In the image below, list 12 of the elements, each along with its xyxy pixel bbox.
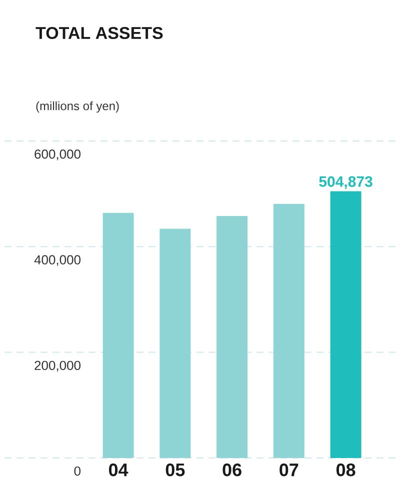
x-tick-label: 04 — [108, 464, 128, 476]
x-tick-label: 08 — [336, 464, 356, 476]
y-tick-label: 200,000 — [34, 360, 81, 372]
x-tick-label: 07 — [280, 464, 298, 476]
y-tick-label: 600,000 — [34, 150, 81, 160]
y-axis-title: (millions of yen) — [36, 101, 119, 113]
chart-title: TOTAL ASSETS — [36, 26, 163, 40]
y-tick-label: 0 — [74, 466, 81, 476]
y-tick-label: 400,000 — [34, 255, 81, 266]
data-label: 504,873 — [319, 176, 372, 190]
x-tick-label: 06 — [222, 464, 242, 476]
x-tick-label: 05 — [166, 464, 185, 476]
